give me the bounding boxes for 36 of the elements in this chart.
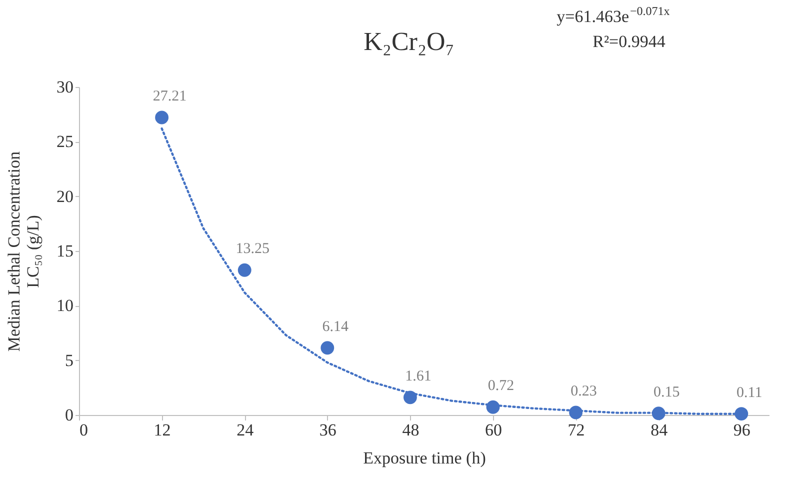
- data-label: 0.23: [570, 383, 597, 400]
- y-tick-label: 10: [56, 296, 74, 316]
- data-label: 6.14: [322, 318, 350, 335]
- chart-title: K₂Cr₂O₇: [364, 27, 454, 56]
- x-tick-label: 24: [236, 420, 254, 440]
- y-tick-label: 15: [56, 242, 74, 260]
- point: [403, 390, 417, 404]
- y-tick-label: 0: [65, 406, 74, 424]
- point: [238, 263, 252, 277]
- data-label: 27.21: [152, 88, 187, 105]
- x-tick-label: 84: [650, 420, 668, 440]
- data-label: 0.11: [736, 384, 762, 401]
- point: [734, 407, 748, 420]
- x-axis-title: Exposure time (h): [363, 448, 486, 468]
- x-tick-label: 48: [402, 420, 420, 440]
- y-tick-label: 20: [56, 186, 74, 206]
- text: R²=0.9944: [592, 32, 666, 51]
- x-tick-label: 0: [80, 420, 88, 440]
- x-tick-label: 36: [319, 420, 336, 440]
- y-tick-label: 25: [56, 132, 74, 152]
- point: [320, 341, 334, 355]
- y-axis-title: Median Lethal Concentration LC₅₀ (g/L): [4, 150, 42, 352]
- point: [486, 400, 500, 414]
- y-tick-label: 30: [56, 78, 74, 96]
- point: [652, 406, 666, 420]
- data-label: 0.15: [653, 384, 680, 400]
- point: [155, 110, 169, 124]
- x-tick-label: 12: [154, 420, 171, 440]
- x-tick-label: 60: [485, 420, 502, 440]
- data-label: 0.72: [488, 378, 514, 394]
- data-label: 1.61: [405, 368, 432, 384]
- point: [569, 406, 583, 420]
- x-tick-label: 96: [733, 420, 750, 440]
- y-tick-label: 5: [65, 350, 74, 370]
- data-label: 13.25: [236, 241, 270, 258]
- x-tick-label: 72: [568, 420, 585, 440]
